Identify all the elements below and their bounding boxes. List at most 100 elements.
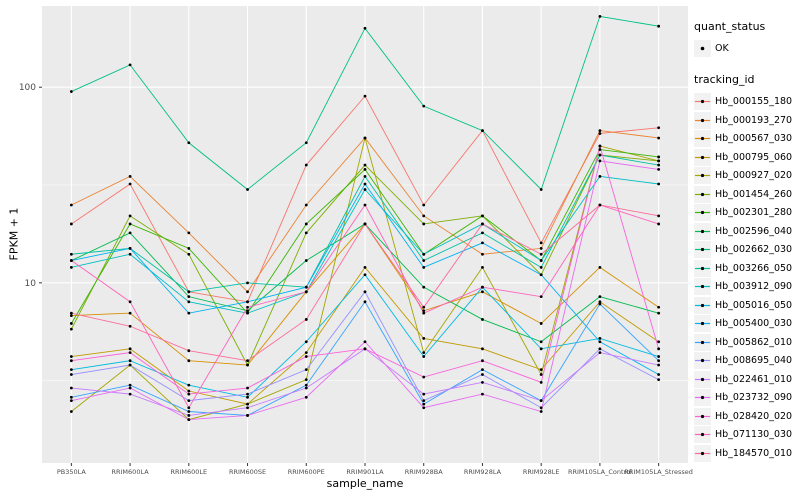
data-point	[539, 399, 543, 403]
data-point	[128, 63, 132, 67]
data-point	[481, 347, 484, 351]
data-point	[598, 129, 602, 132]
data-point	[539, 322, 543, 325]
data-point	[422, 222, 426, 226]
data-point	[128, 383, 132, 387]
data-point	[598, 153, 602, 157]
data-point	[657, 214, 661, 218]
data-point	[481, 241, 484, 245]
data-point	[422, 392, 426, 396]
data-point	[246, 386, 249, 390]
legend-item-label: Hb_003266_050	[715, 262, 793, 274]
data-point	[128, 252, 132, 256]
line-point-marker-icon	[694, 185, 711, 203]
data-point	[481, 222, 484, 226]
data-point	[69, 373, 73, 376]
data-point	[657, 347, 661, 351]
data-point	[657, 136, 661, 140]
legend-item-Hb_002662_030: Hb_002662_030	[694, 241, 800, 258]
data-point	[363, 168, 367, 171]
data-point	[598, 302, 602, 306]
legend-item-label: Hb_023732_090	[715, 392, 793, 403]
data-point	[598, 337, 602, 340]
data-point	[657, 159, 661, 163]
data-point	[128, 231, 132, 235]
legend-item-Hb_003912_090: Hb_003912_090	[694, 278, 800, 295]
data-point	[657, 155, 661, 159]
data-point	[69, 386, 73, 390]
line-point-marker-icon	[694, 315, 711, 332]
data-point	[128, 392, 132, 396]
data-point	[128, 324, 132, 328]
data-point	[657, 373, 661, 376]
data-point	[422, 104, 426, 108]
data-point	[363, 290, 367, 294]
legend-item-Hb_000193_270: Hb_000193_270	[694, 111, 800, 129]
data-point	[363, 26, 367, 30]
legend-item-Hb_003266_050: Hb_003266_050	[694, 259, 800, 277]
legend-item-Hb_002596_040: Hb_002596_040	[694, 222, 800, 240]
data-point	[539, 259, 543, 262]
legend-item-Hb_000927_020: Hb_000927_020	[694, 167, 800, 184]
data-point	[422, 203, 426, 207]
data-point	[187, 295, 191, 299]
data-point	[657, 311, 661, 315]
data-point	[69, 311, 73, 315]
data-point	[539, 295, 543, 299]
data-point	[422, 406, 426, 410]
data-point	[422, 305, 426, 309]
data-point	[128, 386, 132, 390]
data-point	[128, 174, 132, 178]
legend-item-Hb_005862_010: Hb_005862_010	[694, 333, 800, 351]
data-point	[128, 246, 132, 250]
data-point	[304, 355, 308, 358]
x-tick-label: RRIM901LA	[346, 468, 384, 476]
line-point-marker-icon	[694, 167, 711, 184]
data-point	[539, 373, 543, 376]
data-point	[657, 168, 661, 171]
data-point	[481, 231, 484, 235]
data-point	[187, 311, 191, 315]
data-point	[187, 406, 191, 410]
data-point	[246, 188, 249, 191]
data-point	[539, 380, 543, 384]
legend-item-label: Hb_002662_030	[715, 244, 793, 255]
line-point-marker-icon	[694, 148, 711, 166]
data-point	[187, 418, 191, 421]
legend-item-Hb_000795_060: Hb_000795_060	[694, 148, 800, 166]
data-point	[304, 290, 308, 294]
line-point-marker-icon	[694, 296, 711, 314]
line-point-marker-icon	[694, 352, 711, 369]
data-point	[246, 290, 249, 294]
data-point	[657, 182, 661, 186]
data-point	[128, 222, 132, 226]
line-point-marker-icon	[694, 426, 711, 443]
data-point	[363, 265, 367, 269]
data-point	[598, 148, 602, 151]
data-point	[187, 349, 191, 353]
data-point	[598, 15, 602, 18]
data-point	[598, 300, 602, 304]
data-point	[187, 392, 191, 396]
x-tick-label: RRIM928BA	[405, 468, 443, 476]
legend-item-Hb_023732_090: Hb_023732_090	[694, 389, 800, 406]
data-point	[422, 355, 426, 358]
data-point	[246, 392, 249, 396]
data-point	[539, 246, 543, 250]
data-point	[539, 340, 543, 344]
data-point	[304, 368, 308, 372]
data-point	[69, 410, 73, 413]
data-point	[481, 359, 484, 363]
data-point	[539, 406, 543, 410]
x-tick-label: RRIM600LE	[170, 468, 207, 476]
data-point	[69, 359, 73, 363]
line-point-marker-icon	[694, 407, 711, 425]
legend-item-label: Hb_000795_060	[715, 151, 793, 163]
data-point	[187, 300, 191, 304]
data-point	[246, 300, 249, 304]
data-point	[128, 182, 132, 186]
x-tick-label: RRIM600SE	[229, 468, 266, 476]
legend-item-label: Hb_000567_030	[715, 133, 793, 144]
data-point	[539, 273, 543, 277]
